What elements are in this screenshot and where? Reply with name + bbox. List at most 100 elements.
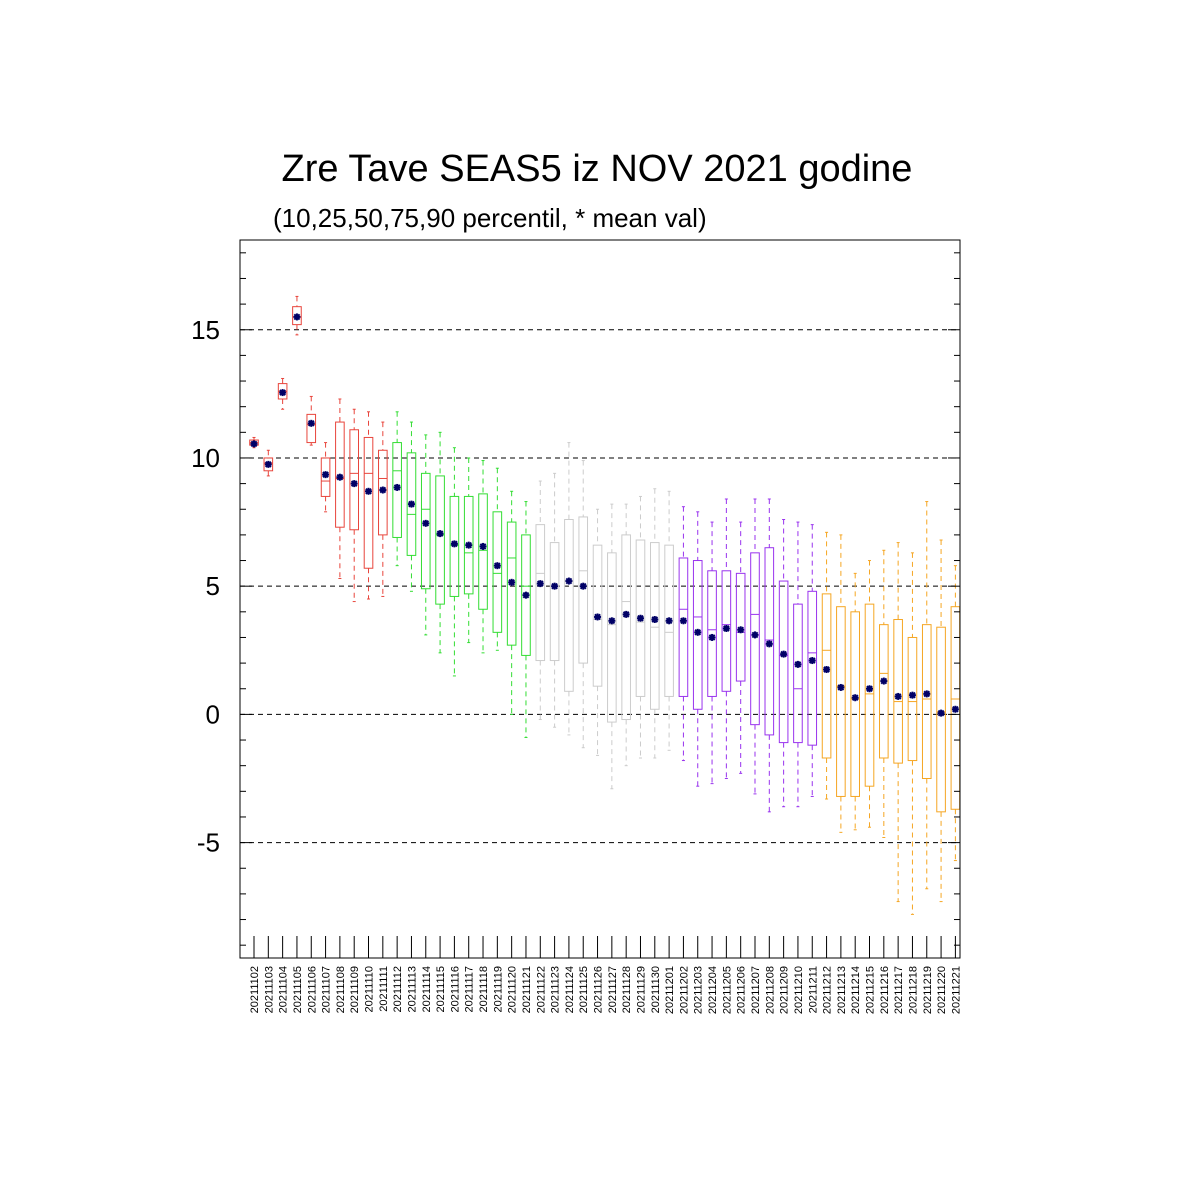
mean-stroke [408, 500, 415, 508]
mean-stroke [851, 694, 859, 702]
mean-marker-20211206 [737, 626, 745, 634]
iqr-box [936, 626, 946, 813]
x-tick-label: 20211122 [535, 966, 547, 1013]
x-tick-label: 20211212 [822, 966, 834, 1014]
plot-frame [239, 239, 961, 959]
mean-stroke [751, 631, 759, 639]
box-20211214 [850, 572, 860, 831]
mean-marker-20211203 [694, 628, 702, 636]
iqr-box [893, 619, 903, 764]
iqr-box [750, 552, 760, 726]
box-20211124 [564, 442, 574, 736]
mean-stroke [794, 661, 802, 668]
iqr-box [735, 572, 746, 682]
x-tick-label: 20211128 [621, 966, 633, 1013]
mean-marker-20211102 [250, 440, 258, 448]
mean-marker-20211213 [837, 683, 845, 691]
box-20211217 [893, 542, 903, 903]
mean-stroke [264, 461, 272, 468]
mean-stroke [808, 657, 816, 664]
x-tick-label: 20211126 [593, 966, 605, 1013]
iqr-box [621, 534, 631, 721]
box-20211120 [506, 490, 517, 715]
mean-marker-20211114 [422, 519, 430, 527]
x-tick-label: 20211202 [678, 966, 690, 1014]
chart-subtitle: (10,25,50,75,90 percentil, * mean val) [273, 203, 707, 233]
box-20211204 [707, 521, 717, 785]
mean-stroke [880, 677, 888, 685]
mean-stroke [536, 580, 544, 587]
iqr-box [335, 421, 345, 528]
x-tick-label: 20211211 [807, 966, 819, 1013]
iqr-box [492, 511, 503, 633]
axes [239, 239, 961, 959]
box-20211113 [406, 421, 417, 592]
mean-marker-20211127 [608, 617, 616, 625]
x-tick-label: 20211108 [335, 966, 347, 1013]
mean-stroke [723, 625, 730, 632]
iqr-box [420, 472, 431, 590]
y-tick-label: -5 [197, 828, 220, 858]
x-tick-label: 20211116 [449, 966, 461, 1013]
mean-stroke [866, 685, 873, 693]
mean-marker-20211218 [908, 691, 916, 699]
mean-stroke [837, 684, 845, 691]
mean-marker-20211105 [293, 313, 301, 321]
mean-stroke [250, 440, 258, 448]
box-20211211 [807, 524, 818, 797]
iqr-box [850, 611, 860, 797]
box-20211212 [821, 531, 832, 800]
x-tick-label: 20211112 [392, 966, 404, 1013]
chart-title: Zre Tave SEAS5 iz NOV 2021 godine [281, 148, 913, 190]
mean-marker-20211107 [322, 471, 330, 479]
iqr-box [635, 539, 646, 697]
iqr-box [406, 452, 417, 556]
box-20211126 [592, 508, 603, 756]
mean-stroke [579, 582, 587, 590]
box-20211112 [392, 411, 402, 567]
box-20211213 [836, 534, 846, 833]
mean-marker-20211109 [350, 480, 358, 488]
x-tick-label: 20211103 [263, 966, 275, 1013]
x-tick-label: 20211217 [893, 966, 905, 1014]
y-tick-label: 5 [206, 571, 220, 601]
mean-stroke [637, 614, 644, 622]
x-tick-label: 20211120 [507, 966, 519, 1013]
mean-stroke [608, 617, 616, 625]
iqr-box [821, 593, 832, 759]
mean-marker-20211209 [780, 650, 788, 658]
box-20211111 [378, 421, 388, 597]
box-20211130 [649, 488, 660, 759]
mean-marker-20211204 [708, 633, 716, 641]
mean-marker-20211110 [365, 487, 373, 495]
mean-stroke [422, 520, 430, 527]
iqr-box [907, 636, 918, 762]
box-20211215 [864, 560, 875, 828]
box-20211119 [492, 467, 503, 651]
box-20211220 [936, 539, 946, 903]
iqr-box [921, 624, 932, 780]
mean-marker-20211115 [436, 530, 444, 538]
iqr-box [320, 457, 331, 497]
x-tick-label: 20211218 [907, 966, 919, 1014]
mean-stroke [293, 313, 301, 321]
x-tick-label: 20211119 [492, 966, 504, 1013]
mean-stroke [765, 640, 773, 648]
box-20211115 [435, 431, 445, 654]
box-20211129 [635, 495, 646, 759]
mean-stroke [952, 705, 959, 713]
iqr-box [692, 560, 703, 710]
x-tick-label: 20211130 [650, 966, 662, 1013]
iqr-box [879, 624, 889, 759]
iqr-box [521, 534, 531, 656]
mean-marker-20211118 [479, 542, 487, 550]
iqr-box [292, 306, 302, 326]
mean-stroke [479, 543, 487, 550]
mean-stroke [307, 420, 315, 427]
box-20211121 [521, 501, 531, 738]
mean-marker-20211215 [866, 685, 874, 693]
x-tick-label: 20211102 [249, 966, 261, 1013]
mean-marker-20211221 [951, 705, 959, 713]
iqr-box [549, 542, 560, 662]
x-tick-label: 20211117 [464, 966, 476, 1013]
